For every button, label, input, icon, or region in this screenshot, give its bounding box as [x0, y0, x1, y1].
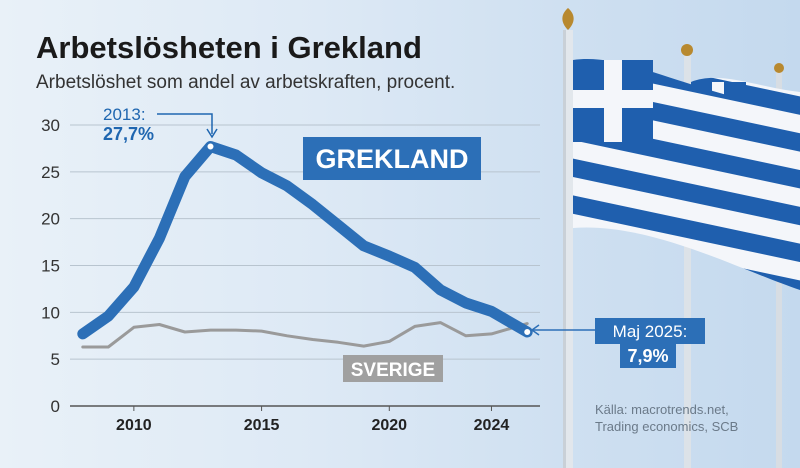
peak-annotation-label: 2013:: [103, 105, 146, 124]
source-line-2: Trading economics, SCB: [595, 419, 738, 434]
series-label-greece: GREKLAND: [303, 137, 481, 180]
data-point-greece-peak: [206, 142, 215, 151]
greek-flags-illustration: [562, 8, 800, 468]
y-tick-label-30: 30: [41, 116, 60, 135]
peak-annotation-value: 27,7%: [103, 124, 154, 144]
x-tick-label-2020: 2020: [371, 417, 407, 434]
series-line-sweden: [81, 321, 529, 349]
series-label-sweden-box: [343, 355, 443, 382]
series-label-sweden-text: SVERIGE: [351, 360, 435, 381]
series-line-greece: [77, 141, 533, 340]
flag-finial-back: [774, 63, 784, 73]
x-axis-ticks: 2010 2015 2020 2024: [116, 406, 509, 434]
latest-annotation: Maj 2025: 7,9%: [530, 318, 705, 368]
data-points: [206, 142, 532, 337]
y-tick-label-25: 25: [41, 163, 60, 182]
flag-front-cross-v: [604, 60, 622, 142]
latest-annotation-box-value: [620, 343, 676, 368]
x-tick-label-2024: 2024: [474, 417, 510, 434]
y-tick-label-15: 15: [41, 257, 60, 276]
flag-pole-middle: [684, 55, 691, 468]
data-point-greece-latest: [523, 328, 532, 337]
latest-annotation-value: 7,9%: [627, 346, 668, 366]
x-tick-label-2015: 2015: [244, 417, 280, 434]
source-line-1: Källa: macrotrends.net,: [595, 402, 729, 417]
flag-finial-front: [562, 8, 574, 30]
y-tick-label-10: 10: [41, 303, 60, 322]
flag-finial-middle: [681, 44, 693, 56]
y-tick-label-20: 20: [41, 210, 60, 229]
chart-subtitle: Arbetslöshet som andel av arbetskraften,…: [36, 72, 455, 93]
series-label-greece-text: GREKLAND: [316, 144, 469, 174]
latest-annotation-box-label: [595, 318, 705, 344]
peak-annotation-leader: [157, 113, 213, 134]
latest-annotation-label: Maj 2025:: [613, 322, 688, 341]
y-tick-label-0: 0: [51, 397, 60, 416]
flag-pole-front: [563, 30, 573, 468]
series-label-sweden: SVERIGE: [343, 355, 443, 382]
chart-title: Arbetslösheten i Grekland: [36, 30, 422, 65]
y-tick-label-5: 5: [51, 350, 60, 369]
flag-pole-front-shade: [563, 30, 566, 468]
x-tick-label-2010: 2010: [116, 417, 152, 434]
latest-annotation-arrowhead: [530, 324, 540, 336]
peak-annotation-arrowhead: [206, 128, 218, 139]
y-axis-ticks: 0 5 10 15 20 25 30: [41, 116, 60, 416]
peak-annotation: 2013: 27,7%: [103, 105, 218, 144]
series-label-greece-box: [303, 137, 481, 180]
